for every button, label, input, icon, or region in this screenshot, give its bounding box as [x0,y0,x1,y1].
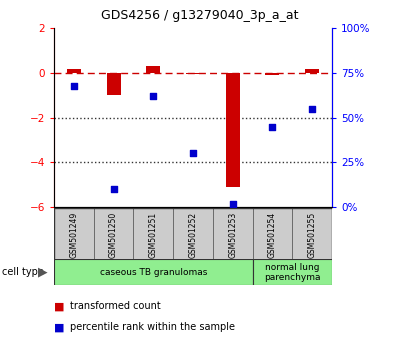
Text: GSM501253: GSM501253 [228,212,237,258]
Bar [226,73,240,187]
Text: ■: ■ [54,322,64,332]
Text: transformed count: transformed count [70,301,161,311]
Bar [146,66,160,73]
Bar [186,73,200,74]
Bar [134,208,173,260]
Text: percentile rank within the sample: percentile rank within the sample [70,322,235,332]
Bar [54,259,252,285]
Point [190,151,196,156]
Text: GSM501251: GSM501251 [149,212,158,258]
Bar [305,69,319,73]
Text: GSM501250: GSM501250 [109,212,118,258]
Bar [292,208,332,260]
Text: GSM501254: GSM501254 [268,212,277,258]
Text: GSM501249: GSM501249 [69,212,78,258]
Text: ▶: ▶ [38,266,48,278]
Bar [54,208,94,260]
Bar [67,69,81,73]
Text: caseous TB granulomas: caseous TB granulomas [100,268,207,277]
Point [150,93,156,99]
Text: cell type: cell type [2,267,44,277]
Point [71,83,77,88]
Text: normal lung
parenchyma: normal lung parenchyma [264,263,320,282]
Point [309,106,315,112]
Text: ■: ■ [54,301,64,311]
Text: GSM501252: GSM501252 [188,212,198,258]
Bar [213,208,252,260]
Bar [173,208,213,260]
Bar [252,208,292,260]
Point [110,187,117,192]
Bar [252,259,332,285]
Bar [94,208,134,260]
Point [230,201,236,206]
Text: GDS4256 / g13279040_3p_a_at: GDS4256 / g13279040_3p_a_at [101,9,299,22]
Bar [107,73,120,95]
Bar [266,73,279,75]
Text: GSM501255: GSM501255 [308,212,317,258]
Point [269,124,276,130]
